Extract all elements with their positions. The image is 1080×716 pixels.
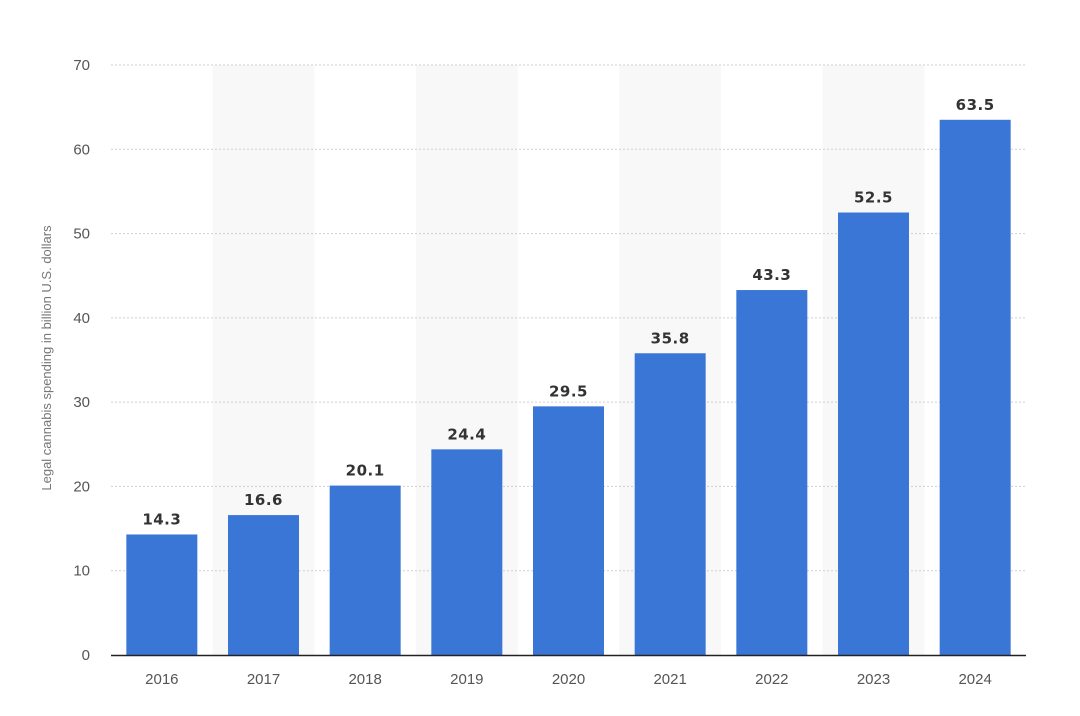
x-axis-ticks: 2016 2017 2018 2019 2020 2021 2022 2023 2024 (145, 671, 992, 688)
bar-2022 (736, 290, 808, 655)
bar-2020 (533, 406, 604, 655)
value-label: 16.6 (244, 491, 283, 509)
y-tick-label: 40 (73, 310, 90, 327)
bar-2016 (126, 534, 198, 655)
x-tick-label: 2018 (348, 671, 381, 688)
x-tick-label: 2023 (857, 671, 890, 688)
x-tick-label: 2024 (958, 671, 991, 688)
value-label: 63.5 (956, 96, 995, 114)
value-label: 20.1 (346, 462, 385, 480)
bar-2024 (939, 119, 1011, 656)
x-tick-label: 2021 (653, 671, 686, 688)
value-label: 29.5 (549, 382, 588, 400)
bar-2017 (228, 515, 299, 655)
x-tick-label: 2020 (552, 671, 585, 688)
y-axis-ticks: 0 10 20 30 40 50 60 70 (73, 57, 90, 664)
value-label: 52.5 (854, 189, 893, 207)
y-tick-label: 70 (73, 57, 90, 74)
value-label: 24.4 (447, 425, 486, 443)
y-tick-label: 10 (73, 563, 90, 580)
value-label: 14.3 (142, 510, 181, 528)
value-label: 43.3 (752, 266, 791, 284)
value-labels: 14.3 16.6 20.1 24.4 29.5 35.8 43.3 52.5 63.5 (142, 96, 994, 529)
x-tick-label: 2016 (145, 671, 178, 688)
y-axis-title: Legal cannabis spending in billion U.S. … (39, 225, 54, 491)
y-tick-label: 50 (73, 226, 90, 243)
bar-2019 (431, 449, 503, 655)
x-tick-label: 2019 (450, 671, 483, 688)
bar-2023 (838, 212, 909, 655)
y-tick-label: 20 (73, 478, 90, 495)
bar-2021 (634, 353, 706, 655)
y-tick-label: 60 (73, 141, 90, 158)
x-tick-label: 2022 (755, 671, 788, 688)
x-tick-label: 2017 (247, 671, 280, 688)
bars (126, 119, 1011, 656)
bar-2018 (329, 485, 401, 655)
y-tick-label: 0 (82, 647, 90, 664)
y-tick-label: 30 (73, 394, 90, 411)
value-label: 35.8 (651, 329, 690, 347)
